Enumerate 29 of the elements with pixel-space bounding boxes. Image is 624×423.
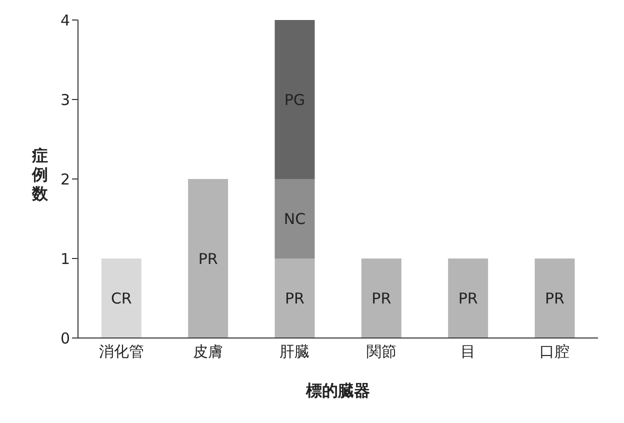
- text: PR: [285, 290, 304, 308]
- x-axis-title: 標的臓器: [305, 381, 370, 400]
- text: PR: [372, 290, 392, 308]
- bar: [534, 258, 575, 338]
- y-tick-label: 4: [60, 11, 70, 30]
- y-tick-label: 2: [60, 170, 70, 188]
- text: PR: [458, 290, 478, 308]
- bar: [188, 179, 228, 338]
- y-axis-title: 症例数: [31, 146, 49, 203]
- bar: [448, 258, 488, 338]
- y-tick-label: 0: [60, 329, 70, 348]
- x-tick-label: 肝臓: [280, 342, 310, 361]
- bar: [101, 258, 142, 338]
- bar: [274, 179, 315, 258]
- x-tick-label: 消化管: [98, 342, 144, 361]
- series-label: NC: [284, 210, 306, 228]
- x-tick-label: 目: [460, 342, 476, 361]
- y-tick-label: 1: [60, 250, 70, 268]
- bar: [274, 20, 315, 179]
- x-tick-label: 関節: [366, 342, 396, 361]
- series-label: PR: [198, 250, 218, 268]
- text: PR: [545, 290, 564, 308]
- series-label: PG: [284, 90, 306, 109]
- series-label: CR: [110, 290, 132, 308]
- x-tick-label: 口腔: [540, 342, 570, 361]
- bar: [361, 258, 402, 338]
- y-tick-label: 3: [60, 90, 70, 109]
- x-tick-label: 皮膚: [193, 342, 223, 361]
- bar: [274, 258, 315, 338]
